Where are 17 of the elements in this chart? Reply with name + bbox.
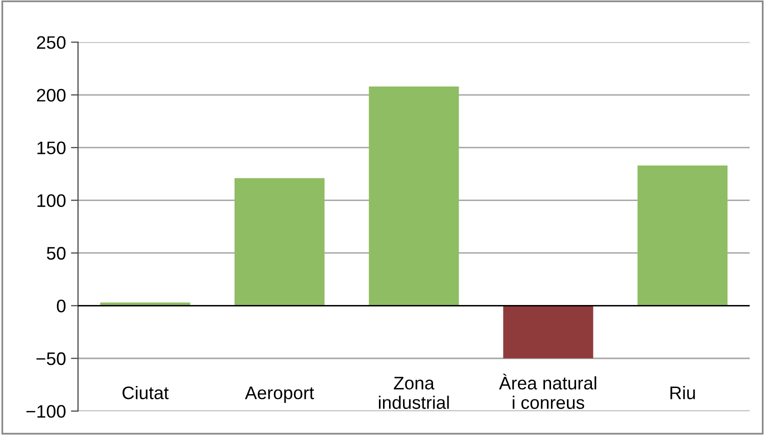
x-tick-label: Ciutat <box>122 386 169 400</box>
y-tick-label: 0 <box>56 300 66 312</box>
bar <box>638 166 728 306</box>
x-tick-label: Àrea natural i conreus <box>499 374 596 409</box>
y-tick-label: 100 <box>37 194 66 208</box>
x-tick-label: Zona industrial <box>378 376 449 409</box>
y-tick-label: −50 <box>36 352 66 366</box>
x-tick-label: Aeroport <box>244 386 314 403</box>
y-tick-label: 150 <box>37 142 66 154</box>
y-tick-label: −100 <box>26 405 66 418</box>
y-tick-label: 250 <box>37 36 66 49</box>
y-tick-label: 200 <box>37 88 66 102</box>
y-tick-label: 50 <box>46 246 66 260</box>
bar <box>368 86 459 306</box>
x-tick-label: Riu <box>670 386 695 400</box>
bar <box>234 178 325 306</box>
bar <box>503 306 594 358</box>
